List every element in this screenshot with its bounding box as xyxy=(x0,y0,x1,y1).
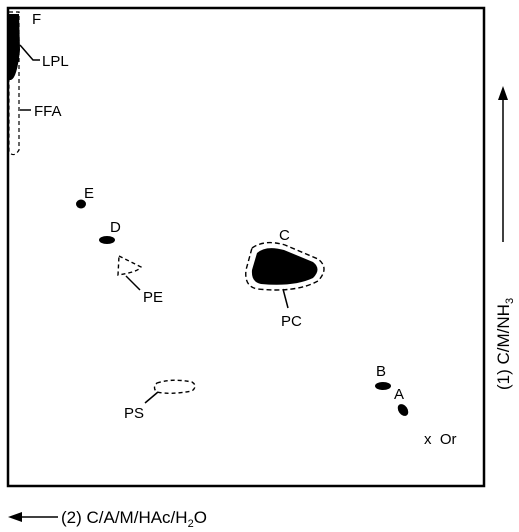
label-f: F xyxy=(32,11,41,28)
label-pc: PC xyxy=(281,313,302,330)
spot-c xyxy=(251,248,318,285)
dim1-solvent-label: (1) C/M/NH3 xyxy=(494,298,516,390)
ps-leader-line xyxy=(144,391,159,404)
dim2-solvent-label: (2) C/A/M/HAc/H2O xyxy=(61,508,207,530)
dim1-arrowhead xyxy=(498,86,508,100)
label-pe: PE xyxy=(143,289,163,306)
dim2-arrowhead xyxy=(8,512,22,522)
ffa-dashed-region xyxy=(8,11,20,156)
pe-leader-line xyxy=(125,275,141,291)
label-b: B xyxy=(376,363,386,380)
label-lpl: LPL xyxy=(42,53,69,70)
label-ps: PS xyxy=(124,405,144,422)
plate-frame xyxy=(6,6,486,488)
label-e: E xyxy=(84,185,94,202)
label-origin: x Or xyxy=(424,431,457,448)
spot-a xyxy=(397,404,409,416)
label-d: D xyxy=(110,219,121,236)
spot-b xyxy=(375,382,391,390)
spot-d xyxy=(99,236,115,244)
pc-leader-line xyxy=(282,288,289,309)
ps-dashed-region xyxy=(153,379,196,394)
spot-e xyxy=(76,199,86,209)
spot-f xyxy=(9,14,20,80)
label-c: C xyxy=(279,227,290,244)
label-a: A xyxy=(394,386,404,403)
pe-dashed-region xyxy=(117,254,142,276)
label-ffa: FFA xyxy=(34,103,62,120)
pc-dashed-region xyxy=(245,241,325,291)
lpl-leader-line xyxy=(19,44,40,61)
